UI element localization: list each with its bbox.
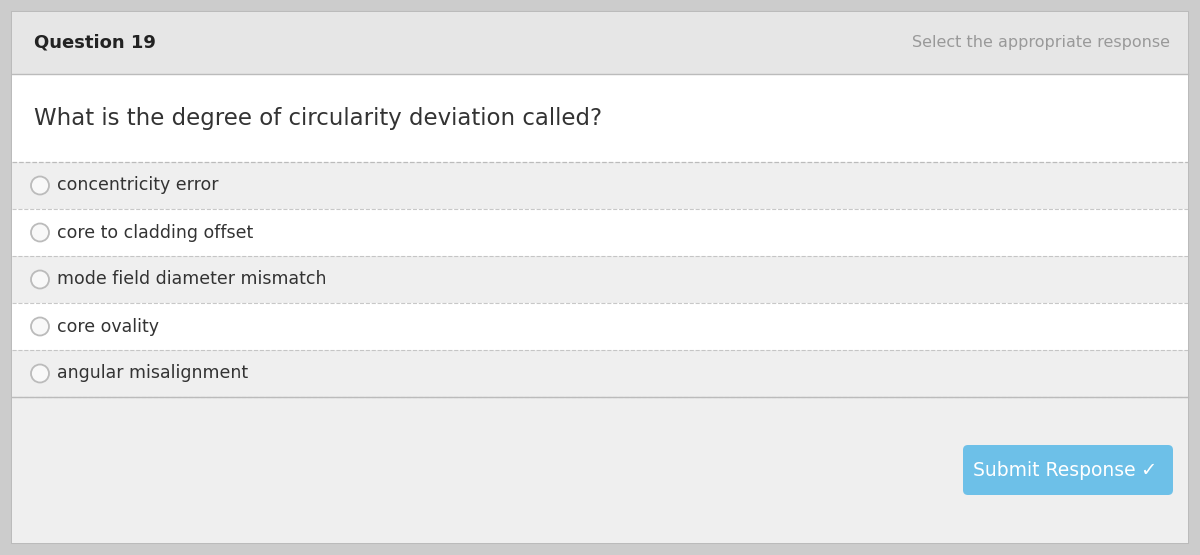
Text: angular misalignment: angular misalignment [58,365,248,382]
FancyBboxPatch shape [12,12,1188,74]
FancyBboxPatch shape [12,303,1188,350]
Text: core to cladding offset: core to cladding offset [58,224,253,241]
FancyBboxPatch shape [12,162,1188,209]
Circle shape [31,317,49,336]
Text: What is the degree of circularity deviation called?: What is the degree of circularity deviat… [34,107,602,129]
Text: Question 19: Question 19 [34,34,156,52]
Text: core ovality: core ovality [58,317,158,336]
Text: mode field diameter mismatch: mode field diameter mismatch [58,270,326,289]
Circle shape [31,224,49,241]
FancyBboxPatch shape [12,256,1188,303]
FancyBboxPatch shape [12,397,1188,543]
Text: ✓: ✓ [1140,461,1156,480]
Text: concentricity error: concentricity error [58,176,218,194]
FancyBboxPatch shape [12,209,1188,256]
Circle shape [31,365,49,382]
FancyBboxPatch shape [964,445,1174,495]
Circle shape [31,270,49,289]
FancyBboxPatch shape [12,350,1188,397]
Text: Select the appropriate response: Select the appropriate response [912,36,1170,51]
Text: Submit Response: Submit Response [973,461,1135,480]
FancyBboxPatch shape [12,74,1188,162]
FancyBboxPatch shape [12,12,1188,543]
Circle shape [31,176,49,194]
